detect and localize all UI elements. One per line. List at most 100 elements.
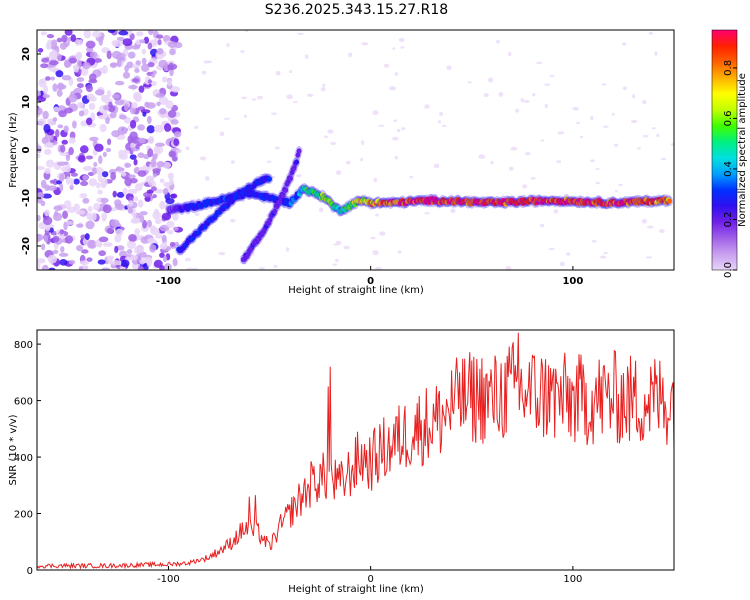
heatmap-speckle <box>450 208 456 214</box>
heatmap-noise-blob <box>41 57 50 63</box>
heatmap-noise-blob <box>94 143 104 152</box>
heatmap-speckle <box>589 159 596 163</box>
heatmap-noise-blob <box>82 165 93 171</box>
heatmap-noise-blob <box>129 154 137 160</box>
heatmap-noise-blob <box>141 57 147 65</box>
heatmap-noise-blob <box>143 83 152 88</box>
heatmap-speckle <box>532 92 536 97</box>
heatmap-speckle <box>394 72 399 76</box>
heatmap-noise-blob <box>76 77 85 83</box>
heatmap-noise-blob <box>109 62 118 68</box>
heatmap-speckle <box>622 42 627 46</box>
snr-y-label: SNR (10 * v/v) <box>8 414 19 485</box>
heatmap-noise-blob <box>97 259 106 265</box>
heatmap-noise-blob <box>75 210 86 215</box>
heatmap-speckle <box>514 108 520 113</box>
heatmap-noise-blob <box>76 83 84 89</box>
heatmap-noise-blob <box>135 143 140 150</box>
heatmap-speckle <box>595 181 600 185</box>
heatmap-noise-blob <box>147 176 154 186</box>
heatmap-noise-blob <box>55 70 64 78</box>
heatmap-noise-blob <box>107 138 112 146</box>
heatmap-noise-blob <box>150 186 157 192</box>
heatmap-noise-blob <box>163 263 172 270</box>
colorbar-tick-label: 0.6 <box>723 110 734 126</box>
heatmap-speckle <box>556 160 562 164</box>
heatmap-noise-blob <box>42 110 49 120</box>
heatmap-noise-blob <box>70 172 79 177</box>
heatmap-x-tick-label: 0 <box>367 276 374 287</box>
heatmap-speckle <box>424 212 430 215</box>
heatmap-noise-blob <box>159 224 170 232</box>
heatmap-speckle <box>241 96 248 100</box>
heatmap-noise-blob <box>147 79 152 84</box>
heatmap-noise-blob <box>40 31 48 36</box>
snr-x-tick-label: -100 <box>157 574 180 585</box>
heatmap-noise-blob <box>136 31 144 37</box>
heatmap-noise-blob <box>51 39 58 48</box>
heatmap-noise-blob <box>102 242 113 247</box>
heatmap-speckle <box>372 250 379 256</box>
heatmap-noise-blob <box>173 131 181 138</box>
heatmap-speckle <box>243 114 247 118</box>
heatmap-noise-blob <box>127 51 136 59</box>
heatmap-noise-blob <box>79 260 90 265</box>
heatmap-noise-blob <box>97 114 108 120</box>
heatmap-noise-blob <box>44 209 50 217</box>
heatmap-noise-blob <box>78 266 84 270</box>
heatmap-speckle <box>520 98 525 103</box>
heatmap-speckle <box>446 65 452 71</box>
heatmap-noise-blob <box>68 57 77 64</box>
heatmap-speckle <box>595 167 600 171</box>
heatmap-noise-blob <box>101 212 108 220</box>
heatmap-noise-blob <box>59 259 68 266</box>
heatmap-noise-blob <box>132 64 140 69</box>
heatmap-noise-blob <box>96 182 101 189</box>
snr-y-ticks: 0 200 400 600 800 <box>14 340 41 577</box>
heatmap-noise-blob <box>61 34 68 43</box>
heatmap-speckle <box>630 119 638 124</box>
heatmap-cell <box>225 202 231 208</box>
heatmap-noise-blob <box>100 177 108 187</box>
heatmap-noise-blob <box>93 202 101 211</box>
heatmap-noise-blob <box>167 229 174 235</box>
heatmap-noise-blob <box>169 48 176 56</box>
heatmap-noise-blob <box>80 180 89 187</box>
heatmap-noise-blob <box>170 119 179 125</box>
heatmap-speckle <box>332 263 338 266</box>
heatmap-speckle <box>400 46 405 49</box>
heatmap-noise-blob <box>122 38 133 47</box>
heatmap-noise-blob <box>37 262 41 270</box>
heatmap-noise-blob <box>44 184 50 191</box>
heatmap-speckle <box>373 177 378 183</box>
heatmap-noise-blob <box>120 259 130 268</box>
heatmap-noise-blob <box>45 226 51 231</box>
heatmap-noise-blob <box>86 212 92 220</box>
heatmap-noise-blob <box>128 200 134 207</box>
heatmap-noise-blob <box>60 144 66 153</box>
heatmap-noise-blob <box>117 126 128 135</box>
heatmap-speckle <box>274 146 280 150</box>
heatmap-noise-blob <box>70 34 77 42</box>
heatmap-y-tick-label: -10 <box>21 189 32 207</box>
heatmap-speckle <box>559 261 565 267</box>
heatmap-y-tick-label: -20 <box>21 237 32 255</box>
heatmap-noise-blob <box>52 117 58 122</box>
heatmap-noise-blob <box>53 205 63 211</box>
heatmap-noise-blob <box>99 123 107 133</box>
heatmap-speckle <box>439 111 444 116</box>
heatmap-speckle <box>194 125 199 130</box>
heatmap-noise-blob <box>152 153 158 160</box>
heatmap-noise-blob <box>76 101 84 109</box>
heatmap-speckle <box>523 99 530 103</box>
heatmap-noise-blob <box>168 178 174 186</box>
heatmap-noise-blob <box>59 229 65 235</box>
heatmap-noise-blob <box>48 267 56 270</box>
heatmap-noise-blob <box>37 118 47 127</box>
heatmap-noise-blob <box>124 177 132 187</box>
heatmap-speckle <box>192 267 198 270</box>
heatmap-noise-blob <box>101 171 109 178</box>
heatmap-speckle <box>398 38 405 43</box>
heatmap-noise-blob <box>85 84 93 93</box>
heatmap-speckle <box>335 170 342 175</box>
